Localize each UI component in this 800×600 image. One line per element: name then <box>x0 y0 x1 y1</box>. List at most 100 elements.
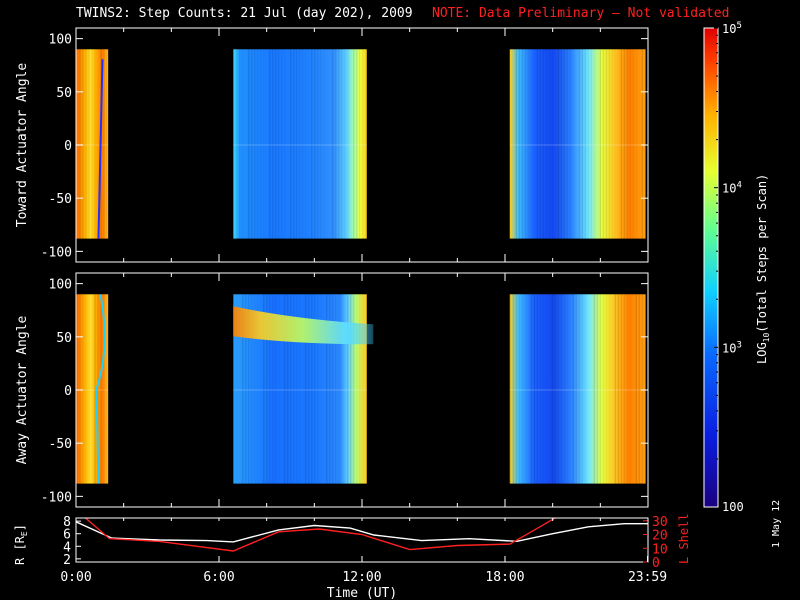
heatmap-stripe <box>272 49 274 239</box>
heatmap-stripe <box>359 294 361 484</box>
heatmap-stripe <box>602 294 604 484</box>
heatmap-stripe <box>79 49 81 239</box>
heatmap-stripe <box>569 49 571 239</box>
heatmap-stripe <box>278 49 280 239</box>
heatmap-stripe <box>588 294 589 483</box>
heatmap-stripe <box>257 49 259 239</box>
heatmap-stripe <box>362 49 364 239</box>
heatmap-block <box>509 294 646 484</box>
heatmap-stripe <box>542 294 544 484</box>
right-tick-label: 20 <box>652 529 668 544</box>
heatmap-stripe <box>82 49 84 239</box>
heatmap-stripe <box>566 49 568 239</box>
heatmap-stripe <box>245 294 247 484</box>
heatmap-stripe <box>106 49 108 239</box>
heatmap-stripe <box>332 49 334 239</box>
heatmap-stripe <box>296 294 298 484</box>
heatmap-stripe <box>103 49 105 239</box>
heatmap-stripe <box>296 49 298 239</box>
heatmap-stripe <box>248 49 250 239</box>
y-tick-label: -100 <box>41 490 72 505</box>
heatmap-stripe <box>510 49 511 238</box>
heatmap-stripe <box>599 294 601 484</box>
heatmap-stripe <box>266 294 268 484</box>
heatmap-stripe <box>281 49 283 239</box>
left-tick-label: 6 <box>63 528 71 543</box>
colorbar-tick-label: 100 <box>722 500 744 514</box>
heatmap-panel-toward: 100 50 0 -50 -100 Toward Actuator Angle <box>15 27 649 263</box>
zero-angle-line <box>233 389 367 391</box>
heatmap-stripe <box>293 49 295 239</box>
heatmap-stripe <box>347 294 349 484</box>
heatmap-stripe <box>308 294 310 484</box>
heatmap-stripe <box>605 294 607 484</box>
heatmap-stripe <box>353 49 355 239</box>
x-tick-label: 23:59 <box>628 570 667 585</box>
heatmap-stripe <box>518 294 520 484</box>
x-tick-label: 12:00 <box>342 570 381 585</box>
y-axis-label: Toward Actuator Angle <box>15 63 30 228</box>
heatmap-stripe <box>641 294 643 484</box>
heatmap-stripe <box>614 294 616 484</box>
heatmap-block <box>233 49 367 239</box>
heatmap-stripe <box>636 49 637 238</box>
enhanced-band <box>233 306 374 345</box>
heatmap-stripe <box>590 49 592 239</box>
heatmap-stripe <box>94 294 96 484</box>
heatmap-stripe <box>248 294 250 484</box>
heatmap-stripe <box>269 49 271 239</box>
heatmap-stripe <box>269 294 271 484</box>
heatmap-stripe <box>85 294 87 484</box>
zero-angle-line <box>509 144 646 146</box>
heatmap-stripe <box>317 49 319 239</box>
heatmap-stripe <box>573 49 574 238</box>
heatmap-stripe <box>578 49 580 239</box>
heatmap-stripe <box>524 49 526 239</box>
heatmap-stripe <box>85 49 87 239</box>
y-tick-label: 100 <box>49 278 72 293</box>
heatmap-stripe <box>275 294 277 484</box>
heatmap-stripe <box>88 49 90 239</box>
heatmap-stripe <box>284 49 285 238</box>
heatmap-stripe <box>263 294 265 484</box>
heatmap-stripe <box>539 49 541 239</box>
heatmap-stripe <box>608 49 610 239</box>
heatmap-stripe <box>557 294 559 484</box>
right-tick-label: 30 <box>652 515 668 530</box>
x-tick-label: 6:00 <box>203 570 234 585</box>
heatmap-stripe <box>314 294 316 484</box>
heatmap-stripe <box>290 49 292 239</box>
heatmap-stripe <box>290 294 292 484</box>
heatmap-stripe <box>251 294 253 484</box>
heatmap-stripe <box>311 49 313 239</box>
heatmap-stripe <box>626 294 628 484</box>
heatmap-stripe <box>320 49 322 239</box>
heatmap-stripe <box>584 49 586 239</box>
orbit-left-label: R [RE] <box>13 524 29 565</box>
heatmap-stripe <box>275 49 277 239</box>
heatmap-stripe <box>97 294 99 484</box>
heatmap-stripe <box>609 294 610 483</box>
heatmap-stripe <box>641 49 643 239</box>
heatmap-stripe <box>305 294 307 484</box>
heatmap-stripe <box>620 49 622 239</box>
heatmap-stripe <box>539 294 541 484</box>
heatmap-stripe <box>620 294 622 484</box>
heatmap-stripe <box>593 294 595 484</box>
heatmap-stripe <box>632 49 634 239</box>
x-tick-label: 0:00 <box>60 570 91 585</box>
heatmap-stripe <box>79 294 81 484</box>
heatmap-stripe <box>557 49 559 239</box>
heatmap-stripe <box>287 294 289 484</box>
heatmap-stripe <box>626 49 628 239</box>
heatmap-stripe <box>233 294 235 484</box>
heatmap-stripe <box>515 49 517 239</box>
heatmap-stripe <box>563 49 565 239</box>
heatmap-stripe <box>335 294 337 484</box>
heatmap-block <box>509 49 646 239</box>
heatmap-stripe <box>82 294 84 484</box>
heatmap-stripe <box>317 294 319 484</box>
heatmap-stripe <box>326 294 328 484</box>
